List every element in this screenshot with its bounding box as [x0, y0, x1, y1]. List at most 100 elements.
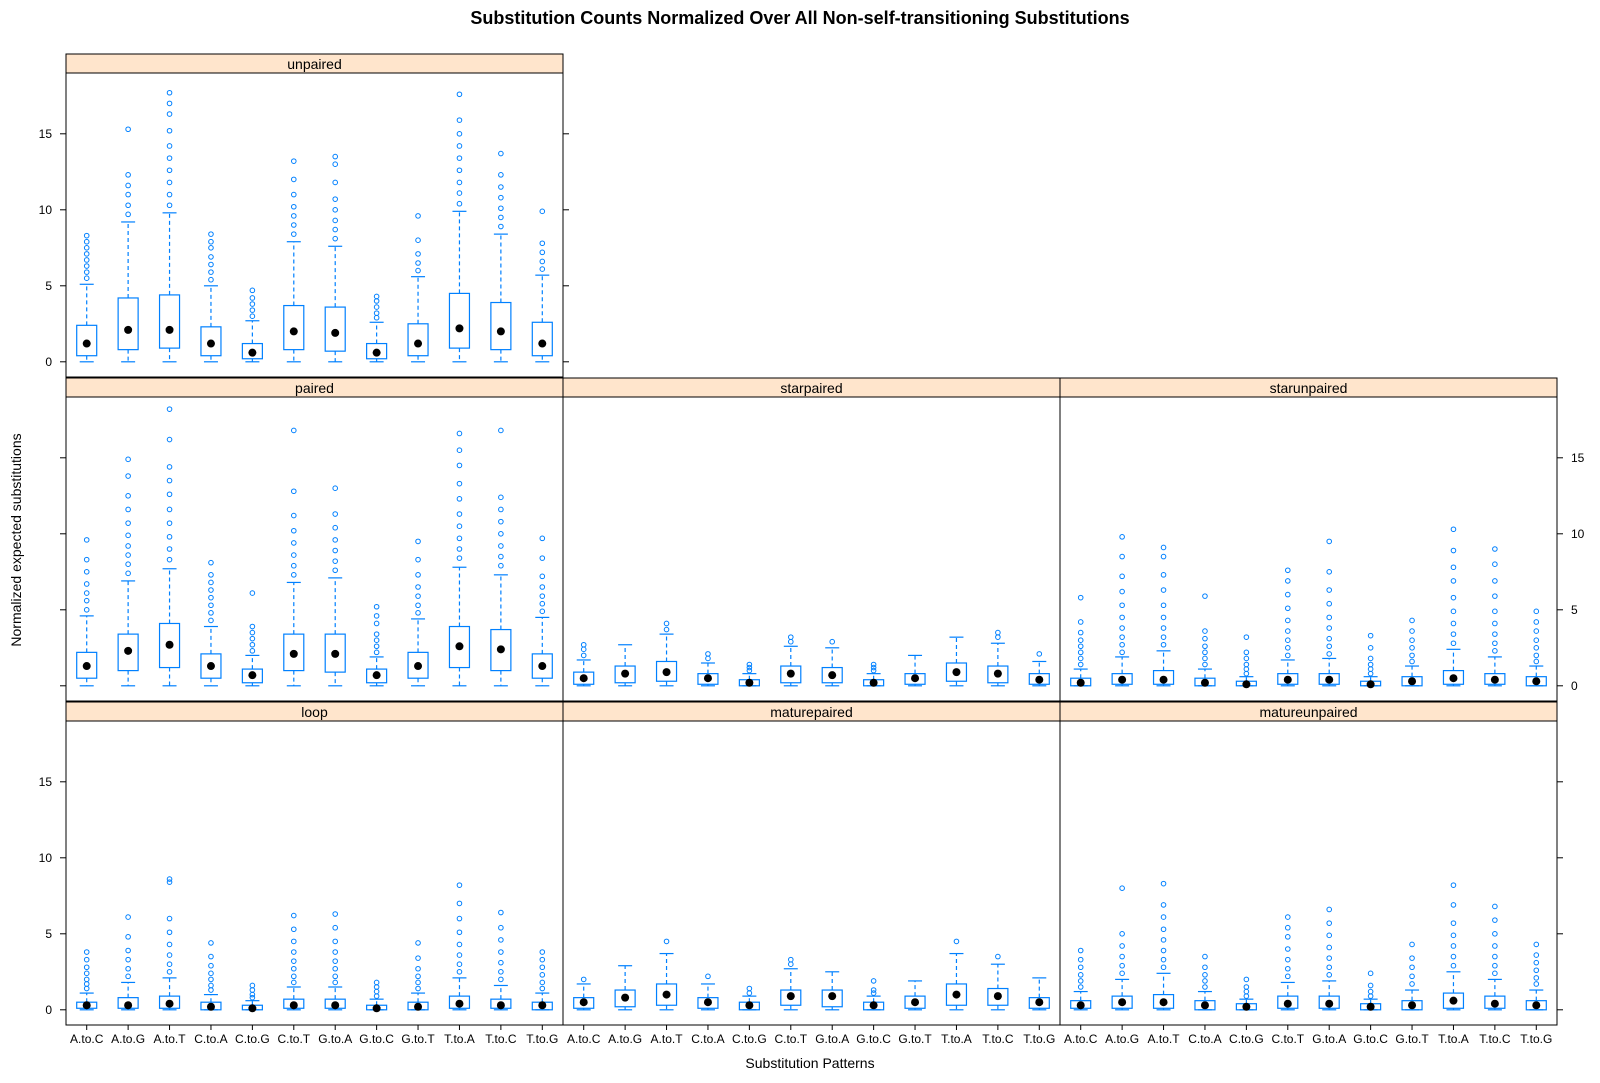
outlier-point: [290, 203, 297, 210]
box-body: [945, 983, 968, 1006]
box-body: [1318, 673, 1340, 685]
outlier-point: [498, 194, 504, 201]
outlier-point: [456, 131, 463, 137]
outlier-point: [166, 464, 173, 470]
box-starunpaired-C.to.G: [1235, 634, 1257, 689]
box-body: [241, 668, 263, 684]
strip-label-starpaired: starpaired: [780, 380, 842, 396]
outlier-point: [415, 584, 421, 590]
median-point: [1325, 999, 1334, 1008]
outlier-point: [1409, 973, 1415, 980]
outlier-point: [1492, 903, 1498, 910]
box-body: [490, 301, 512, 351]
box-body: [366, 342, 388, 360]
median-point: [331, 649, 340, 658]
panel-frame-starunpaired: [1059, 396, 1558, 702]
x-tick-label: T.to.A: [941, 1032, 972, 1046]
box-matureunpaired-A.to.G: [1111, 885, 1133, 1011]
outlier-point: [870, 987, 877, 993]
box-body: [324, 306, 346, 352]
outlier-point: [1409, 658, 1415, 665]
box-starpaired-A.to.C: [573, 641, 595, 687]
outlier-point: [456, 535, 463, 542]
median-point: [206, 339, 215, 348]
x-tick-label: G.to.T: [1395, 1032, 1429, 1046]
outlier-point: [290, 938, 297, 945]
outlier-point: [1284, 914, 1291, 920]
outlier-point: [1284, 628, 1291, 634]
x-tick-label: T.to.C: [1479, 1032, 1511, 1046]
panel-maturepaired: maturepaired A.to.C A.to.G A.to.T C.to.A C.to…: [562, 701, 1061, 1046]
outlier-point: [1409, 637, 1415, 644]
outlier-point: [290, 562, 297, 569]
box-body: [283, 304, 305, 351]
panels: unpaired 0 5 10 15 paired starpaired starunpair…: [39, 53, 1585, 1046]
box-body: [987, 987, 1009, 1006]
outlier-point: [373, 649, 380, 656]
outlier-point: [1202, 655, 1208, 662]
outlier-point: [83, 232, 90, 239]
x-tick-label: T.to.G: [1023, 1032, 1055, 1046]
outlier-point: [83, 976, 90, 983]
x-tick-label: G.to.C: [856, 1032, 891, 1046]
median-point: [1076, 678, 1085, 687]
outlier-point: [166, 406, 173, 412]
box-paired-A.to.T: [158, 406, 181, 687]
outlier-point: [83, 581, 90, 587]
median-point: [1325, 675, 1334, 684]
outlier-point: [249, 295, 256, 301]
outlier-point: [1119, 625, 1125, 631]
box-body: [1028, 997, 1050, 1009]
outlier-point: [249, 590, 256, 596]
median-point: [1283, 999, 1292, 1008]
box-matureunpaired-T.to.A: [1442, 882, 1465, 1011]
outlier-point: [1367, 655, 1374, 662]
outlier-point: [166, 876, 173, 882]
box-body: [821, 666, 843, 684]
y-tick-label: 5: [45, 927, 52, 941]
outlier-point: [332, 235, 339, 242]
median-point: [993, 992, 1002, 1001]
outlier-point: [580, 641, 587, 648]
x-tick-label: T.to.G: [526, 1032, 558, 1046]
outlier-point: [332, 537, 339, 543]
outlier-point: [1450, 962, 1457, 969]
outlier-point: [166, 127, 173, 134]
outlier-point: [1450, 902, 1457, 908]
median-point: [745, 678, 754, 687]
box-starunpaired-A.to.G: [1111, 534, 1133, 687]
outlier-point: [125, 914, 131, 920]
outlier-point: [1160, 587, 1167, 593]
outlier-point: [456, 200, 463, 207]
y-tick-label: 15: [1571, 451, 1585, 465]
outlier-point: [1119, 943, 1125, 949]
box-body: [1525, 676, 1547, 687]
outlier-point: [290, 540, 297, 546]
box-body: [1194, 1000, 1216, 1011]
outlier-point: [332, 153, 339, 160]
outlier-point: [166, 143, 173, 149]
outlier-point: [870, 661, 877, 668]
outlier-point: [1492, 640, 1498, 647]
outlier-point: [290, 979, 297, 986]
x-tick-label: A.to.G: [111, 1032, 145, 1046]
outlier-point: [415, 973, 421, 980]
outlier-point: [208, 976, 214, 983]
box-body: [1401, 676, 1423, 687]
outlier-point: [415, 572, 421, 578]
outlier-point: [1533, 967, 1540, 974]
outlier-point: [208, 587, 214, 593]
box-body: [655, 983, 678, 1006]
outlier-point: [1367, 666, 1374, 672]
box-paired-T.to.G: [531, 535, 553, 687]
outlier-point: [663, 938, 670, 945]
outlier-point: [415, 610, 421, 616]
outlier-point: [415, 955, 421, 961]
panel-frame-unpaired: [65, 72, 564, 378]
outlier-point: [208, 579, 214, 586]
median-point: [248, 671, 257, 680]
box-body: [1401, 1000, 1423, 1011]
box-body: [573, 997, 595, 1009]
outlier-point: [1533, 645, 1540, 651]
